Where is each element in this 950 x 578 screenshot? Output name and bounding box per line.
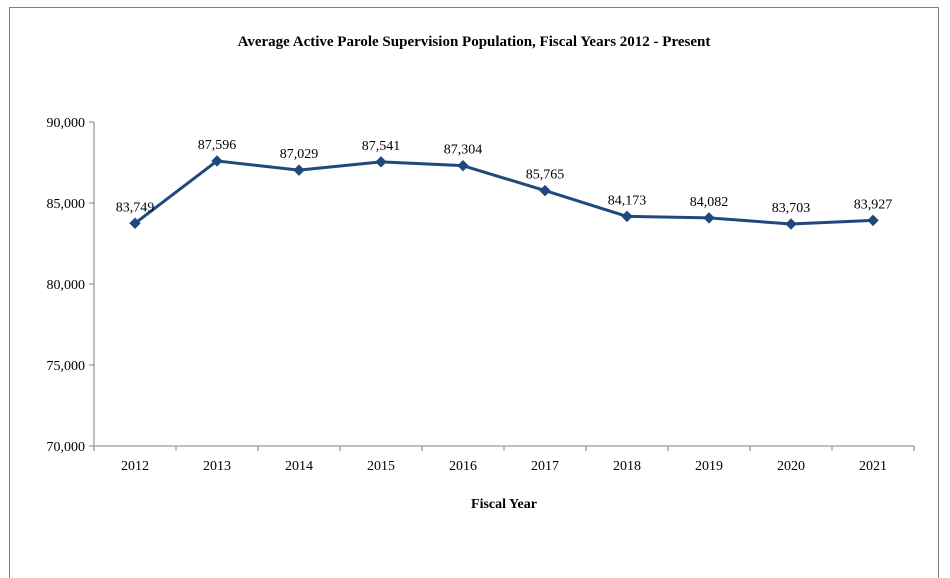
data-point-marker — [539, 184, 551, 197]
data-point-marker — [129, 217, 141, 229]
data-label: 85,765 — [526, 168, 565, 183]
data-label: 83,703 — [772, 201, 811, 216]
data-point-marker — [375, 156, 387, 168]
x-tick-label: 2017 — [531, 459, 559, 474]
data-label: 83,749 — [116, 200, 155, 215]
data-label: 87,029 — [280, 147, 319, 162]
chart-title: Average Active Parole Supervision Popula… — [237, 34, 711, 50]
data-label: 87,541 — [362, 139, 401, 154]
data-point-marker — [457, 159, 469, 172]
chart-series — [129, 155, 879, 230]
x-tick-label: 2021 — [859, 459, 887, 474]
y-tick-label: 70,000 — [47, 440, 86, 455]
data-label: 83,927 — [854, 197, 893, 212]
data-label: 87,304 — [444, 143, 483, 158]
y-tick-label: 85,000 — [47, 197, 86, 212]
x-tick-label: 2019 — [695, 459, 723, 474]
data-point-marker — [703, 212, 715, 224]
data-label: 84,082 — [690, 195, 729, 210]
chart-axes: 70,000 75,000 80,000 85,000 90,000 2012 2013 20… — [47, 116, 915, 512]
data-point-marker — [293, 164, 305, 176]
y-tick-label: 80,000 — [47, 278, 86, 293]
chart-data-labels: 83,749 87,596 87,029 87,541 87,304 85,765 84,1… — [116, 138, 893, 216]
y-tick-label: 75,000 — [47, 359, 86, 374]
x-axis-title: Fiscal Year — [471, 497, 537, 512]
series-line — [134, 159, 874, 226]
x-tick-label: 2014 — [285, 459, 313, 474]
y-tick-label: 90,000 — [47, 116, 86, 131]
data-point-marker — [867, 214, 879, 227]
data-label: 87,596 — [198, 138, 237, 153]
data-label: 84,173 — [608, 193, 647, 208]
x-tick-label: 2018 — [613, 459, 641, 474]
x-tick-label: 2016 — [449, 459, 477, 474]
x-tick-label: 2020 — [777, 459, 805, 474]
x-tick-label: 2012 — [121, 459, 149, 474]
data-point-marker — [785, 218, 797, 230]
chart-frame: Average Active Parole Supervision Popula… — [9, 7, 939, 578]
data-point-marker — [211, 155, 223, 167]
x-tick-label: 2015 — [367, 459, 395, 474]
data-point-marker — [621, 210, 633, 223]
x-tick-label: 2013 — [203, 459, 231, 474]
